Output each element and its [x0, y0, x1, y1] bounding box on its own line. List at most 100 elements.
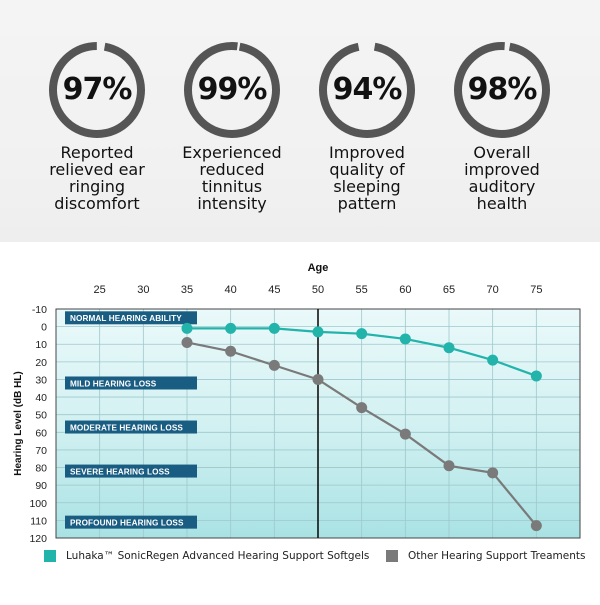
data-point: [312, 373, 324, 385]
data-point: [443, 460, 455, 472]
y-tick-label: 40: [35, 392, 47, 404]
chart-svg: Age 25 30 35 40 45 50 55 60 65 70 75 -10 0 10 20 30 40 50 6…: [13, 262, 581, 545]
caption-line: intensity: [197, 194, 267, 213]
y-tick-label: 0: [41, 322, 47, 334]
stat-3: 94% Improved quality of sleeping pattern: [307, 40, 427, 212]
y-tick-label: 100: [29, 498, 47, 510]
caption-line: tinnitus: [201, 177, 263, 196]
data-point: [443, 342, 455, 354]
x-tick-label: 30: [137, 284, 149, 296]
legend-swatch-gray: [386, 550, 398, 562]
data-point: [225, 345, 237, 357]
caption-line: improved: [464, 160, 540, 179]
y-axis-title: Hearing Level (dB HL): [13, 371, 24, 475]
data-point: [181, 322, 193, 334]
ring-graphic: [49, 42, 145, 138]
zone-label-badge: [65, 311, 197, 325]
x-tick-label: 65: [443, 284, 455, 296]
data-point: [181, 336, 193, 348]
x-tick-label: 35: [181, 284, 193, 296]
data-point: [268, 322, 280, 334]
zone-label-badge: [65, 376, 197, 390]
data-point: [487, 354, 499, 366]
caption-line: Reported: [60, 143, 134, 162]
stat-1: 97% Reported relieved ear ringing discom…: [37, 40, 157, 212]
zone-label-text: MODERATE HEARING LOSS: [70, 423, 183, 432]
x-tick-label: 40: [225, 284, 237, 296]
x-tick-label: 70: [487, 284, 499, 296]
data-point: [530, 370, 542, 382]
caption-line: quality of: [329, 160, 405, 179]
stat-2: 99% Experienced reduced tinnitus intensi…: [172, 40, 292, 212]
legend-item-softgels: Luhaka™ SonicRegen Advanced Hearing Supp…: [44, 548, 369, 564]
caption-line: auditory: [468, 177, 536, 196]
stat-caption: Overall improved auditory health: [442, 144, 562, 212]
legend-swatch-teal: [44, 550, 56, 562]
y-tick-label: 70: [35, 445, 47, 457]
x-tick-label: 25: [94, 284, 106, 296]
legend-label: Other Hearing Support Treaments: [408, 550, 586, 562]
data-point: [312, 326, 324, 338]
stat-percentage: 99%: [197, 72, 268, 107]
zone-label-badge: [65, 464, 197, 478]
caption-line: pattern: [337, 194, 397, 213]
y-tick-label: 120: [29, 533, 47, 545]
stat-percentage: 97%: [62, 72, 133, 107]
progress-ring: 94%: [317, 40, 417, 140]
progress-ring: 97%: [47, 40, 147, 140]
y-tick-label: 90: [35, 480, 47, 492]
data-point: [399, 428, 411, 440]
caption-line: relieved ear: [49, 160, 145, 179]
y-tick-label: 110: [30, 515, 47, 527]
stat-4: 98% Overall improved auditory health: [442, 40, 562, 212]
caption-line: reduced: [199, 160, 265, 179]
data-point: [225, 322, 237, 334]
caption-line: ringing: [68, 177, 126, 196]
data-point: [487, 467, 499, 479]
data-point: [399, 333, 411, 345]
stat-percentage: 94%: [332, 72, 403, 107]
caption-line: discomfort: [54, 194, 140, 213]
x-tick-label: 60: [399, 284, 411, 296]
y-tick-label: 60: [35, 427, 47, 439]
stat-percentage: 98%: [467, 72, 538, 107]
x-tick-label: 45: [268, 284, 280, 296]
progress-ring: 99%: [182, 40, 282, 140]
y-tick-label: 30: [35, 374, 47, 386]
legend-item-other: Other Hearing Support Treaments: [386, 548, 585, 564]
y-tick-label: -10: [32, 304, 47, 316]
ring-graphic: [454, 42, 550, 138]
x-tick-label: 55: [356, 284, 368, 296]
caption-line: health: [476, 194, 528, 213]
x-tick-label: 75: [530, 284, 542, 296]
y-tick-label: 80: [35, 463, 47, 475]
y-tick-label: 10: [35, 339, 47, 351]
progress-ring: 98%: [452, 40, 552, 140]
x-axis-title: Age: [308, 262, 329, 274]
data-point: [268, 359, 280, 371]
caption-line: Experienced: [182, 143, 282, 162]
zone-label-badge: [65, 515, 197, 529]
legend-label: Luhaka™ SonicRegen Advanced Hearing Supp…: [66, 550, 370, 562]
hearing-level-chart: Age 25 30 35 40 45 50 55 60 65 70 75 -10 0 10 20 30 40 50 6…: [0, 250, 600, 600]
ring-graphic: [319, 42, 415, 138]
y-tick-label: 20: [35, 357, 47, 369]
ring-graphic: [184, 42, 280, 138]
stat-caption: Reported relieved ear ringing discomfort: [37, 144, 157, 212]
zone-label-badge: [65, 420, 197, 434]
zone-label-text: NORMAL HEARING ABILITY: [70, 314, 182, 323]
data-point: [530, 520, 542, 532]
stat-caption: Improved quality of sleeping pattern: [307, 144, 427, 212]
stats-band: [0, 0, 600, 242]
data-point: [356, 402, 368, 414]
stat-caption: Experienced reduced tinnitus intensity: [172, 144, 292, 212]
zone-label-text: MILD HEARING LOSS: [70, 379, 157, 388]
zone-label-text: SEVERE HEARING LOSS: [70, 467, 170, 476]
caption-line: Improved: [329, 143, 405, 162]
zone-label-text: PROFOUND HEARING LOSS: [70, 518, 184, 527]
data-point: [356, 328, 368, 340]
x-tick-label: 50: [312, 284, 324, 296]
y-tick-label: 50: [35, 410, 47, 422]
caption-line: Overall: [473, 143, 531, 162]
caption-line: sleeping: [333, 177, 401, 196]
